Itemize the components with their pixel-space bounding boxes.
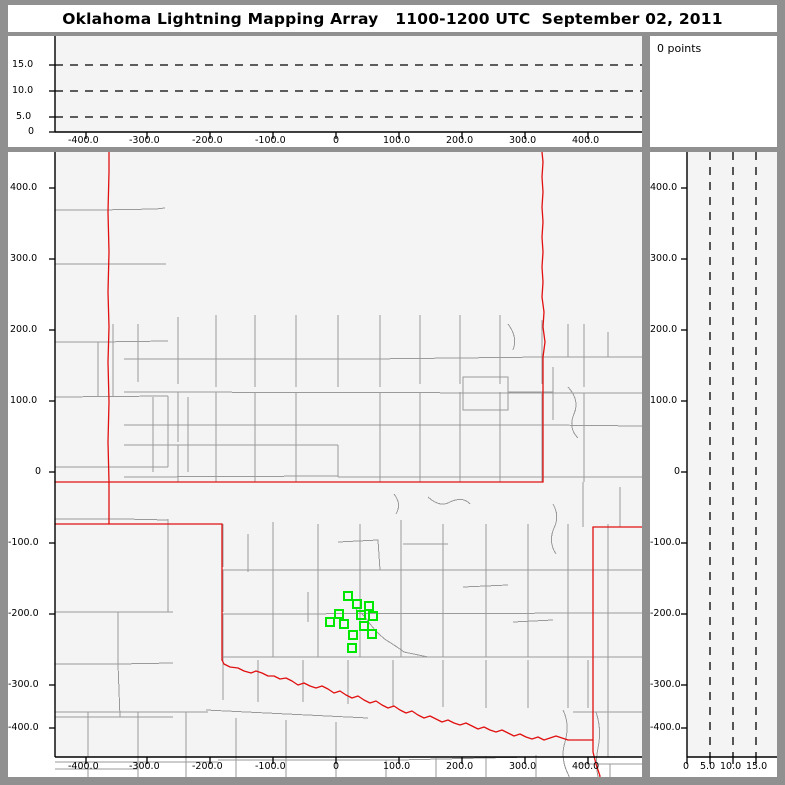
tl-ytick-5: 5.0	[16, 111, 32, 122]
map-xtick--200: -200.0	[192, 761, 223, 772]
altitude-vs-east-panel: 15.0 10.0 5.0 0 -400.0 -300.0 -200.0 -10…	[8, 36, 642, 147]
tl-xtick--100: -100.0	[255, 135, 286, 146]
tl-ytick-10: 10.0	[12, 85, 34, 96]
title-bar: Oklahoma Lightning Mapping Array 1100-12…	[8, 5, 777, 32]
map-ytick-300: 300.0	[10, 253, 38, 264]
tl-xtick--300: -300.0	[129, 135, 160, 146]
tl-xtick-400: 400.0	[572, 135, 600, 146]
map-ytick-200: 200.0	[10, 324, 38, 335]
map-xtick-400: 400.0	[572, 761, 600, 772]
map-xtick-0: 0	[333, 761, 340, 772]
plan-view-map-panel: 400.0 300.0 200.0 100.0 0 -100.0 -200.0 …	[8, 152, 642, 777]
map-ytick-100: 100.0	[10, 395, 38, 406]
side-ytick--100: -100.0	[650, 537, 681, 548]
page-title: Oklahoma Lightning Mapping Array 1100-12…	[62, 9, 723, 28]
tl-xtick-300: 300.0	[509, 135, 537, 146]
map-ytick-0: 0	[35, 466, 42, 477]
side-ytick-300: 300.0	[650, 253, 678, 264]
side-ytick--200: -200.0	[650, 608, 681, 619]
side-ytick-200: 200.0	[650, 324, 678, 335]
tl-ytick-0: 0	[28, 126, 35, 137]
side-xtick-15: 15.0	[746, 761, 768, 772]
lma-station-markers	[325, 591, 378, 653]
map-xtick--300: -300.0	[129, 761, 160, 772]
side-ytick--300: -300.0	[650, 679, 681, 690]
tl-xtick-100: 100.0	[383, 135, 411, 146]
side-xtick-5: 5.0	[700, 761, 716, 772]
plan-view-map-plot[interactable]	[8, 152, 642, 777]
side-ytick-0: 0	[674, 466, 681, 477]
map-ytick-400: 400.0	[10, 182, 38, 193]
map-xtick-100: 100.0	[383, 761, 411, 772]
map-ytick--100: -100.0	[8, 537, 39, 548]
info-panel: 0 points	[650, 36, 777, 147]
map-xtick-200: 200.0	[446, 761, 474, 772]
altitude-vs-north-plot[interactable]	[650, 152, 777, 777]
map-xtick--100: -100.0	[255, 761, 286, 772]
tl-xtick--200: -200.0	[192, 135, 223, 146]
altitude-vs-east-plot[interactable]	[8, 36, 642, 147]
side-xtick-10: 10.0	[720, 761, 742, 772]
point-count-label: 0 points	[657, 42, 702, 55]
side-ytick-400: 400.0	[650, 182, 678, 193]
altitude-vs-north-panel: 400.0 300.0 200.0 100.0 0 -100.0 -200.0 …	[650, 152, 777, 777]
tl-ytick-15: 15.0	[12, 59, 34, 70]
map-ytick--400: -400.0	[8, 722, 39, 733]
map-xtick--400: -400.0	[68, 761, 99, 772]
map-ytick--200: -200.0	[8, 608, 39, 619]
tl-xtick-200: 200.0	[446, 135, 474, 146]
side-ytick-100: 100.0	[650, 395, 678, 406]
map-xtick-300: 300.0	[509, 761, 537, 772]
side-xtick-0: 0	[683, 761, 690, 772]
map-ytick--300: -300.0	[8, 679, 39, 690]
tl-xtick-0: 0	[333, 135, 340, 146]
tl-xtick--400: -400.0	[68, 135, 99, 146]
side-ytick--400: -400.0	[650, 722, 681, 733]
